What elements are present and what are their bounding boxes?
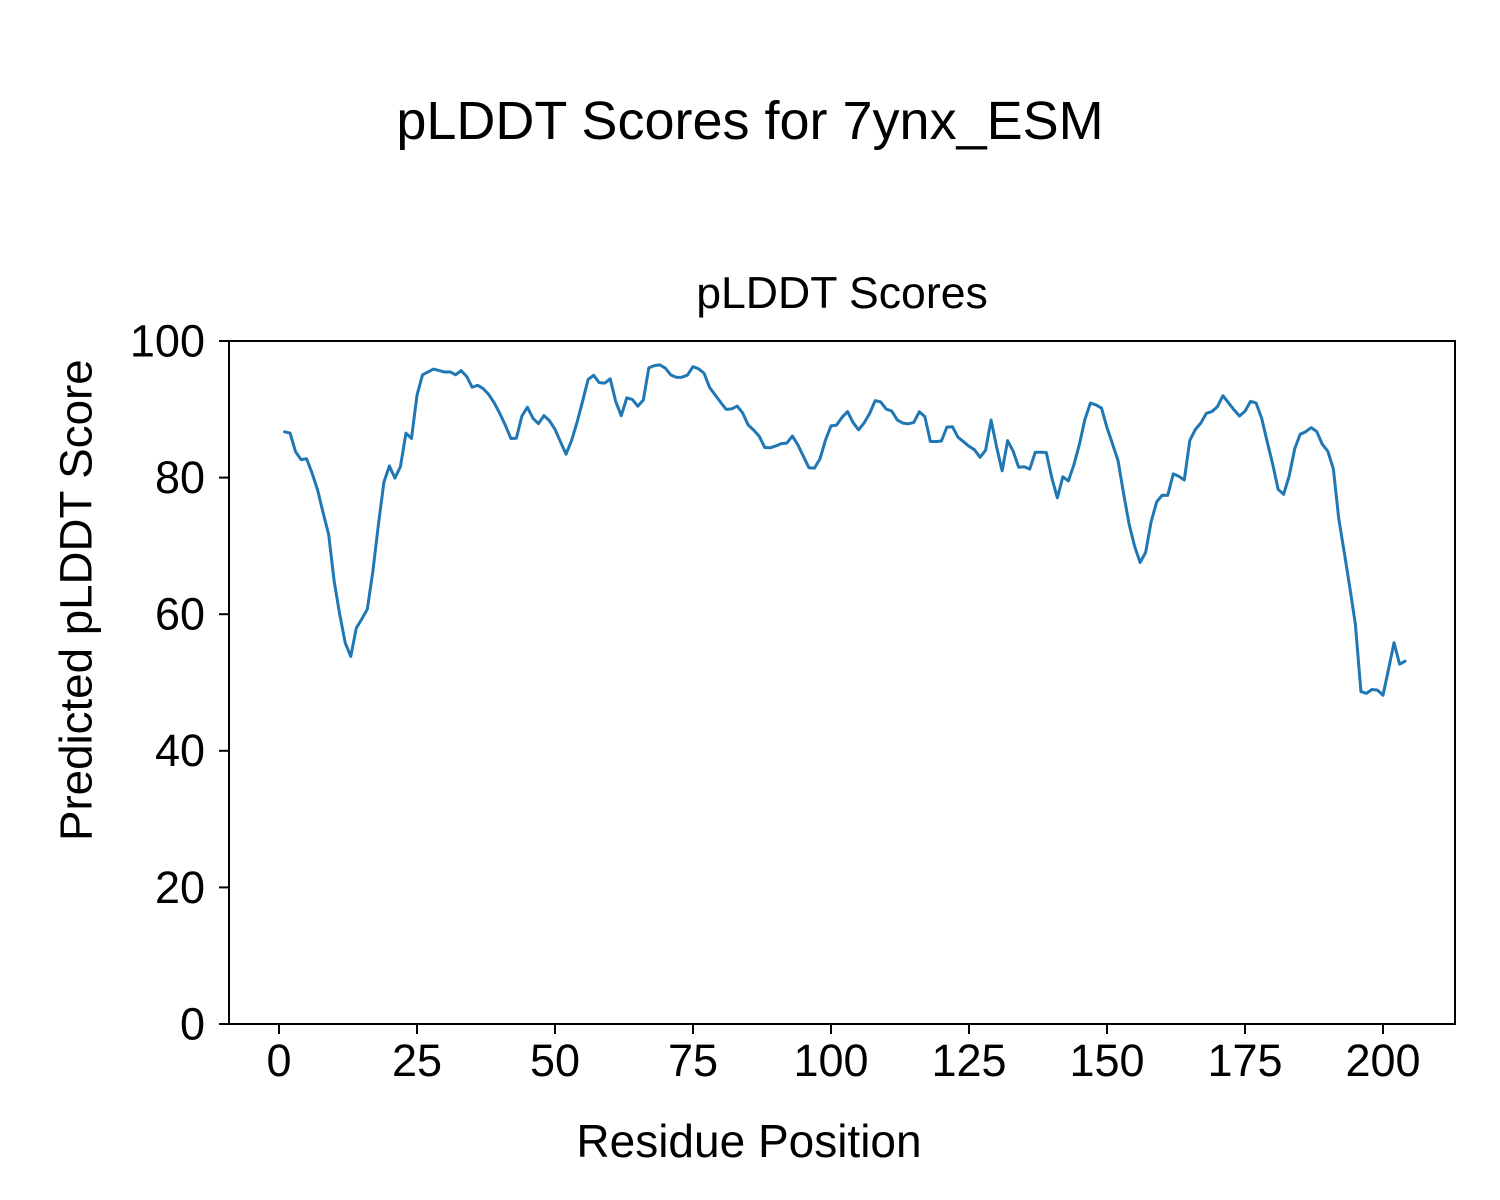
svg-text:175: 175 — [1207, 1035, 1282, 1086]
svg-text:0: 0 — [266, 1035, 291, 1086]
svg-text:pLDDT Scores for 7ynx_ESM: pLDDT Scores for 7ynx_ESM — [396, 91, 1103, 151]
svg-text:200: 200 — [1345, 1035, 1420, 1086]
svg-text:40: 40 — [155, 725, 205, 776]
svg-text:25: 25 — [392, 1035, 442, 1086]
svg-text:Predicted pLDDT Score: Predicted pLDDT Score — [51, 359, 102, 841]
svg-text:75: 75 — [668, 1035, 718, 1086]
svg-text:Residue Position: Residue Position — [576, 1115, 921, 1167]
svg-text:80: 80 — [155, 452, 205, 503]
svg-text:50: 50 — [530, 1035, 580, 1086]
svg-text:pLDDT Scores: pLDDT Scores — [696, 269, 988, 318]
svg-text:100: 100 — [793, 1035, 868, 1086]
svg-text:125: 125 — [931, 1035, 1006, 1086]
svg-text:0: 0 — [180, 998, 205, 1049]
svg-text:150: 150 — [1069, 1035, 1144, 1086]
svg-text:20: 20 — [155, 862, 205, 913]
svg-text:60: 60 — [155, 589, 205, 640]
svg-text:100: 100 — [130, 315, 205, 366]
